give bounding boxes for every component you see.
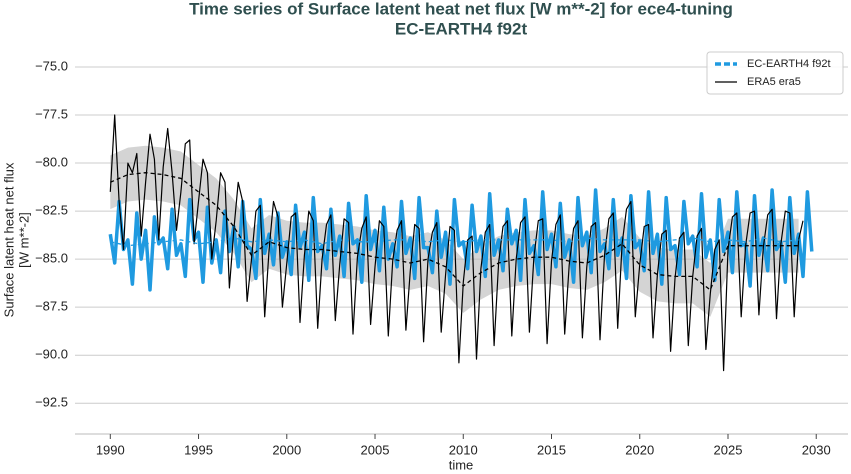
x-tick-label: 2000 bbox=[272, 442, 301, 457]
legend-label: EC-EARTH4 f92t bbox=[747, 58, 831, 70]
y-tick-label: −82.5 bbox=[35, 203, 68, 218]
y-tick-label: −87.5 bbox=[35, 299, 68, 314]
y-tick-label: −77.5 bbox=[35, 106, 68, 121]
x-tick-label: 1995 bbox=[184, 442, 213, 457]
y-tick-label: −90.0 bbox=[35, 347, 68, 362]
running-mean-line bbox=[110, 172, 799, 291]
legend-box bbox=[706, 51, 844, 95]
x-tick-label: 1990 bbox=[96, 442, 125, 457]
x-tick-label: 2015 bbox=[537, 442, 566, 457]
chart-title: Time series of Surface latent heat net f… bbox=[189, 0, 733, 18]
legend: EC-EARTH4 f92t ERA5 era5 bbox=[706, 51, 844, 95]
y-axis-label: Surface latent heat net flux bbox=[1, 162, 16, 317]
x-tick-label: 2030 bbox=[802, 442, 831, 457]
y-tick-label: −92.5 bbox=[35, 395, 68, 410]
y-axis-label: [W m**-2] bbox=[16, 212, 31, 268]
x-tick-label: 2005 bbox=[361, 442, 390, 457]
y-tick-label: −85.0 bbox=[35, 251, 68, 266]
series-line bbox=[109, 114, 804, 372]
legend-label: ERA5 era5 bbox=[747, 76, 801, 88]
x-tick-label: 2025 bbox=[714, 442, 743, 457]
chart-subtitle: EC-EARTH4 f92t bbox=[395, 19, 528, 38]
y-tick-label: −80.0 bbox=[35, 154, 68, 169]
x-tick-label: 2020 bbox=[625, 442, 654, 457]
y-tick-label: −75.0 bbox=[35, 58, 68, 73]
x-axis-label: time bbox=[449, 457, 474, 472]
x-tick-label: 2010 bbox=[449, 442, 478, 457]
